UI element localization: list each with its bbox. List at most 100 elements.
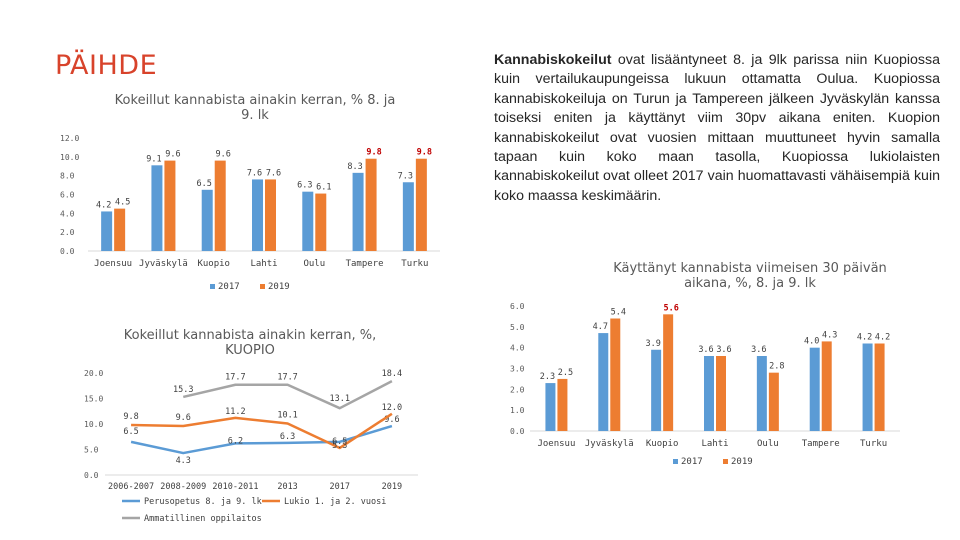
chart2-x-tick: Turku [860, 439, 887, 449]
chart3-legend-label: Ammatillinen oppilaitos [144, 514, 262, 524]
chart2-bar [874, 343, 885, 431]
chart3-data-label: 6.5 [123, 427, 138, 437]
chart3-x-tick: 2008-2009 [160, 482, 206, 492]
chart2-x-tick: Jyväskylä [585, 439, 634, 449]
chart2-y-tick: 1.0 [510, 406, 525, 415]
chart2-x-tick: Tampere [802, 439, 840, 449]
chart3-y-tick: 5.0 [84, 446, 99, 455]
chart2-title-line2: aikana, %, 8. ja 9. lk [684, 276, 816, 291]
chart1-y-tick: 8.0 [60, 172, 75, 181]
chart1-x-tick: Kuopio [197, 259, 230, 269]
chart3-series-line [182, 380, 393, 410]
chart2-y-tick: 6.0 [510, 302, 525, 311]
chart2-x-tick: Lahti [701, 439, 728, 449]
chart3-data-label: 6.5 [332, 437, 347, 447]
chart2-data-label: 2.3 [540, 372, 555, 382]
chart2-bar [821, 341, 832, 431]
description-text: Kannabiskokeilut ovat lisääntyneet 8. ja… [494, 51, 940, 206]
chart2-bar [862, 343, 873, 431]
chart3-title: Kokeillut kannabista ainakin kerran, %, … [90, 328, 410, 358]
chart2-bar [663, 314, 674, 431]
chart2-data-label: 3.6 [751, 345, 766, 355]
chart1-bar [101, 211, 113, 251]
chart3-x-tick: 2017 [330, 482, 350, 492]
chart3-data-label: 9.6 [384, 415, 399, 425]
chart2-data-label: 5.4 [611, 308, 626, 318]
chart2-data-label: 2.5 [558, 368, 573, 378]
chart1-data-label: 9.8 [417, 148, 432, 158]
chart1-x-tick: Turku [401, 259, 428, 269]
chart1-data-label: 6.1 [316, 183, 331, 193]
chart3-title-line1: Kokeillut kannabista ainakin kerran, %, [123, 328, 377, 343]
chart1-data-label: 7.6 [266, 168, 281, 178]
chart3-data-label: 13.1 [330, 394, 350, 404]
chart3-data-label: 6.3 [280, 432, 295, 442]
chart3-data-label: 5.3 [332, 441, 347, 451]
chart3-data-label: 11.2 [225, 407, 245, 417]
chart2-x-tick: Joensuu [537, 439, 575, 449]
chart2-data-label: 2.8 [769, 362, 784, 372]
chart3-data-label: 17.7 [277, 373, 297, 383]
chart1-title-line1: Kokeillut kannabista ainakin kerran, % 8… [114, 93, 396, 108]
chart2-y-tick: 3.0 [510, 365, 525, 374]
chart2-bar [716, 356, 726, 431]
chart3-y-tick: 20.0 [84, 369, 103, 378]
chart3-data-label: 9.8 [123, 412, 138, 422]
chart1-data-label: 9.6 [216, 150, 231, 160]
chart1-data-label: 9.1 [146, 154, 161, 164]
chart3-y-tick: 0.0 [84, 471, 99, 480]
chart1-x-tick: Lahti [250, 259, 277, 269]
description-rest: ovat lisääntyneet 8. ja 9lk parissa niin… [494, 52, 940, 204]
chart2-y-tick: 4.0 [510, 344, 525, 353]
chart1-data-label: 4.5 [115, 198, 130, 208]
chart1-bar [415, 158, 427, 251]
chart3-data-label: 10.1 [277, 410, 297, 420]
chart3-x-tick: 2006-2007 [108, 482, 154, 492]
chart1-bar [164, 160, 176, 251]
chart1-y-tick: 0.0 [60, 247, 75, 256]
chart2-title: Käyttänyt kannabista viimeisen 30 päivän… [560, 261, 940, 291]
chart1-bar [252, 179, 263, 251]
chart3-data-label: 6.2 [228, 436, 243, 446]
chart2-data-label: 3.9 [645, 339, 660, 349]
chart1-y-tick: 4.0 [60, 209, 75, 218]
chart2-legend-swatch [673, 459, 678, 464]
chart2-data-label: 4.0 [804, 337, 819, 347]
chart1-title-line2: 9. lk [241, 108, 269, 123]
chart2-data-label: 4.2 [875, 333, 890, 343]
chart3-data-label: 9.6 [176, 413, 191, 423]
chart2-bar [545, 383, 556, 431]
chart1-bar [265, 179, 276, 251]
chart3-x-tick: 2013 [277, 482, 297, 492]
chart3-data-label: 17.7 [225, 373, 245, 383]
chart2-x-tick: Oulu [757, 439, 779, 449]
description-bold: Kannabiskokeilut [494, 52, 612, 68]
chart2-legend-label: 2019 [731, 457, 753, 467]
chart1-bar [402, 182, 414, 251]
chart1-x-tick: Joensuu [94, 259, 132, 269]
chart1-bar [302, 191, 314, 251]
chart2-y-tick: 5.0 [510, 323, 525, 332]
chart1-data-label: 7.3 [398, 171, 413, 181]
chart1-data-label: 9.8 [366, 148, 381, 158]
chart3-y-tick: 10.0 [84, 420, 103, 429]
chart1-bar [214, 160, 226, 251]
chart2-bar [598, 333, 609, 431]
chart1-data-label: 6.3 [297, 181, 312, 191]
chart1-legend-label: 2019 [268, 282, 290, 292]
chart1-data-label: 6.5 [197, 179, 212, 189]
chart2-data-label: 5.6 [663, 303, 678, 313]
chart1-y-tick: 12.0 [60, 134, 79, 143]
chart1-bar [201, 189, 213, 251]
chart1-x-tick: Oulu [303, 259, 325, 269]
chart1-data-label: 9.6 [165, 150, 180, 160]
chart3-legend-label: Lukio 1. ja 2. vuosi [284, 497, 386, 507]
chart3-legend-label: Perusopetus 8. ja 9. lk [144, 497, 262, 507]
chart3-data-label: 15.3 [173, 385, 193, 395]
chart3-series-line [131, 412, 393, 450]
chart3-data-label: 4.3 [176, 456, 191, 466]
chart2-bar [756, 356, 767, 431]
chart2-x-tick: Kuopio [646, 439, 679, 449]
chart2-bar [768, 372, 779, 431]
chart1-y-tick: 6.0 [60, 191, 75, 200]
